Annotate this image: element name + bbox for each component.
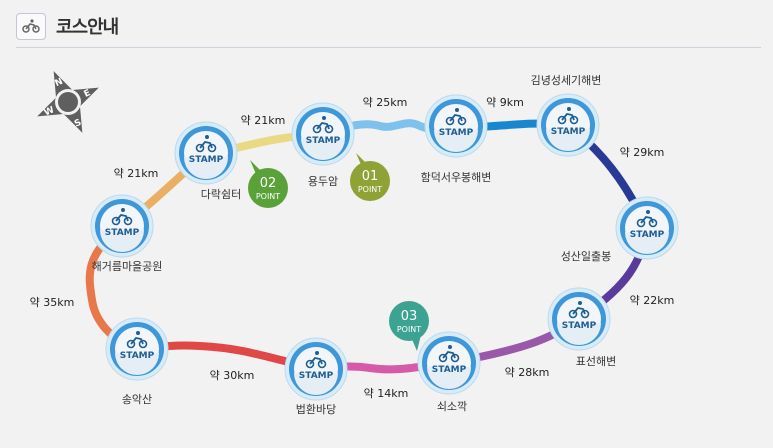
station-name: 김녕성세기해변 [531, 73, 602, 87]
bicycle-icon [312, 116, 334, 134]
stamp-label: STAMP [105, 228, 140, 238]
stamp-station[interactable]: STAMP [424, 94, 488, 158]
station-name: 함덕서우봉해변 [421, 170, 492, 184]
distance-label: 약 14km [364, 386, 409, 400]
distance-label: 약 35km [30, 295, 75, 309]
stamp-station[interactable]: STAMP [105, 317, 169, 381]
bicycle-icon [636, 210, 658, 228]
stamp-label: STAMP [630, 230, 665, 240]
distance-label: 약 28km [505, 365, 550, 379]
station-name: 용두암 [308, 175, 338, 188]
stamp-label: STAMP [562, 321, 597, 331]
stamp-station[interactable]: STAMP [90, 194, 154, 258]
stamp-station[interactable]: STAMP [174, 121, 238, 185]
station-name: 송악산 [122, 393, 152, 406]
station-name: 성산일출봉 [561, 249, 612, 263]
page-title: 코스안내 [56, 17, 119, 38]
point-number: 01 [362, 169, 379, 184]
compass-w: W [43, 105, 56, 118]
stamp-label: STAMP [306, 136, 341, 146]
station-name: 법환바당 [296, 403, 336, 416]
compass-e: E [83, 88, 93, 100]
bicycle-icon [445, 108, 467, 126]
stamp-station[interactable]: STAMP [417, 331, 481, 395]
stamp-label: STAMP [439, 128, 474, 138]
stamp-label: STAMP [299, 371, 334, 381]
stamp-station[interactable]: STAMP [291, 102, 355, 166]
station-name: 쇠소깍 [437, 400, 467, 413]
stamp-label: STAMP [432, 365, 467, 375]
station-name: 해거름마을공원 [92, 259, 163, 273]
station-name: 다락쉼터 [201, 188, 241, 201]
bicycle-icon [126, 331, 148, 349]
point-label: POINT [256, 192, 280, 201]
stamp-station[interactable]: STAMP [284, 337, 348, 401]
header-divider [16, 47, 761, 48]
distance-label: 약 9km [486, 95, 524, 109]
point-number: 02 [260, 176, 277, 191]
station-name: 표선해변 [576, 354, 616, 368]
stamp-label: STAMP [120, 351, 155, 361]
distance-label: 약 21km [114, 166, 159, 180]
bicycle-icon [111, 208, 133, 226]
compass-s: S [73, 118, 83, 130]
stamp-label: STAMP [189, 155, 224, 165]
distance-label: 약 25km [363, 95, 408, 109]
stamp-station[interactable]: STAMP [547, 287, 611, 351]
compass-n: N [54, 77, 65, 89]
stamp-station[interactable]: STAMP [536, 93, 600, 157]
bicycle-icon [438, 345, 460, 363]
compass-icon: N E S W [37, 71, 99, 133]
distance-label: 약 21km [241, 113, 286, 127]
page-header: 코스안내 [16, 12, 119, 40]
point-number: 03 [401, 309, 418, 324]
point-label: POINT [358, 185, 382, 194]
point-label: POINT [397, 325, 421, 334]
distance-label: 약 30km [210, 368, 255, 382]
stamp-station[interactable]: STAMP [615, 196, 679, 260]
bicycle-icon [557, 107, 579, 125]
distance-label: 약 22km [630, 293, 675, 307]
bicycle-icon [16, 12, 46, 40]
distance-label: 약 29km [620, 145, 665, 159]
stamp-label: STAMP [551, 127, 586, 137]
bicycle-icon [568, 301, 590, 319]
bicycle-icon [195, 135, 217, 153]
bicycle-icon [305, 351, 327, 369]
